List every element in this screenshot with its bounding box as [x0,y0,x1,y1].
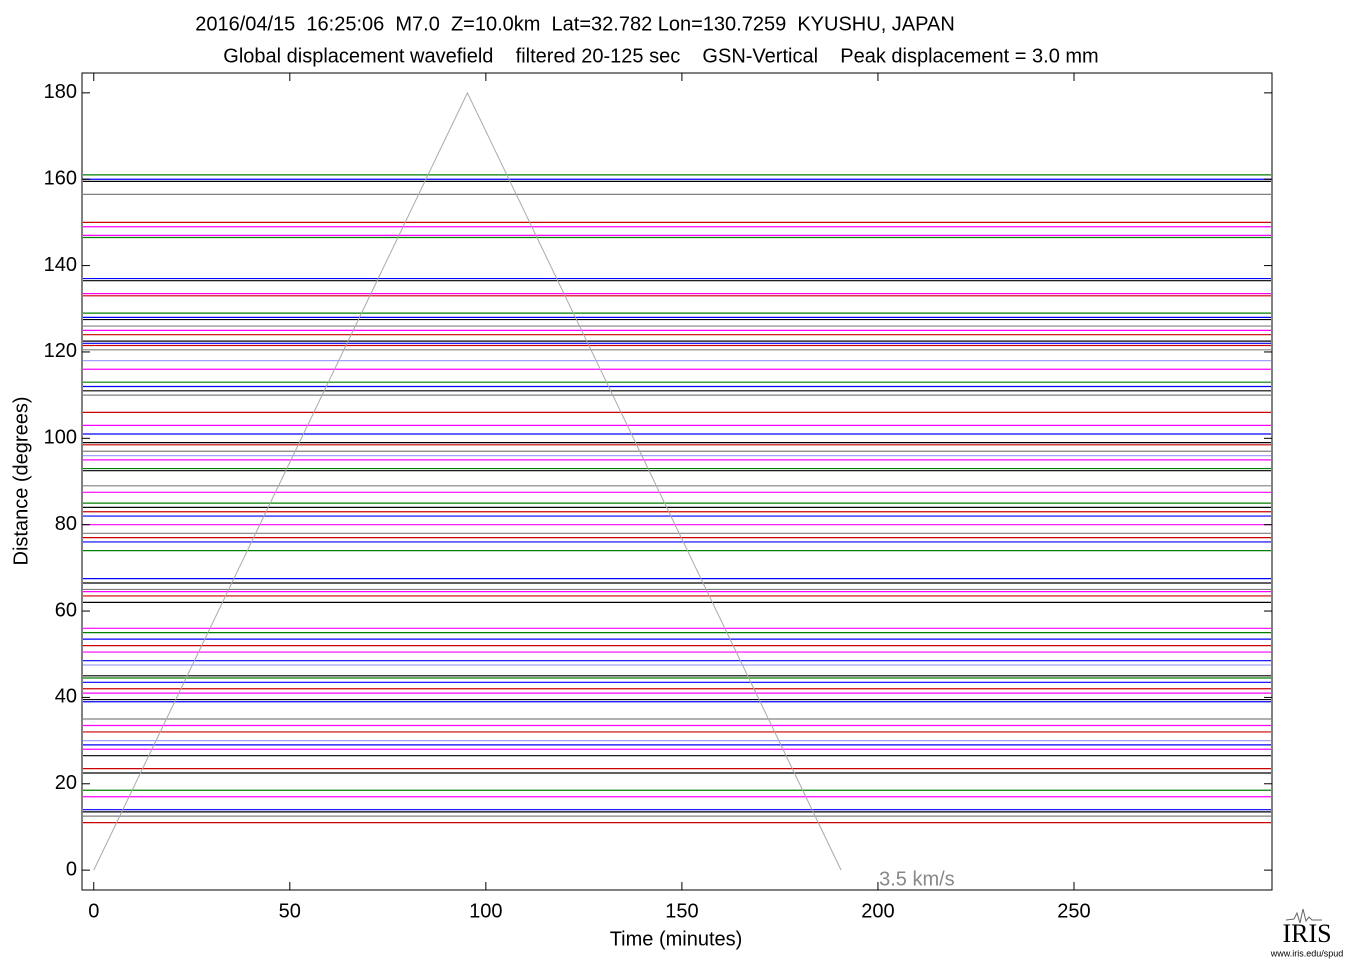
x-tick-label: 100 [469,900,502,922]
x-tick-label: 250 [1057,900,1090,922]
x-tick-label: 200 [861,900,894,922]
y-tick-label: 80 [55,513,77,535]
y-axis-label: Distance (degrees) [10,397,32,566]
logo-text: IRIS [1282,919,1331,948]
x-axis-label: Time (minutes) [610,928,743,950]
logo-url: www.iris.edu/spud [1270,948,1344,958]
reference-line [93,91,842,871]
y-tick-label: 120 [44,340,77,362]
y-tick-label: 140 [44,254,77,276]
x-tick-label: 150 [665,900,698,922]
reference-label: 3.5 km/s [879,868,955,890]
x-tick-label: 50 [279,900,301,922]
x-tick-label: 0 [88,900,99,922]
chart-subtitle: Global displacement wavefield filtered 2… [223,45,1098,67]
chart-title: 2016/04/15 16:25:06 M7.0 Z=10.0km Lat=32… [195,13,955,35]
y-tick-label: 40 [55,686,77,708]
y-tick-label: 180 [44,81,77,103]
y-tick-label: 100 [44,427,77,449]
plot-frame [81,72,1273,891]
logo-wave [1285,908,1322,924]
y-tick-label: 60 [55,599,77,621]
y-tick-label: 0 [66,858,77,880]
y-tick-label: 160 [44,168,77,190]
y-tick-label: 20 [55,772,77,794]
